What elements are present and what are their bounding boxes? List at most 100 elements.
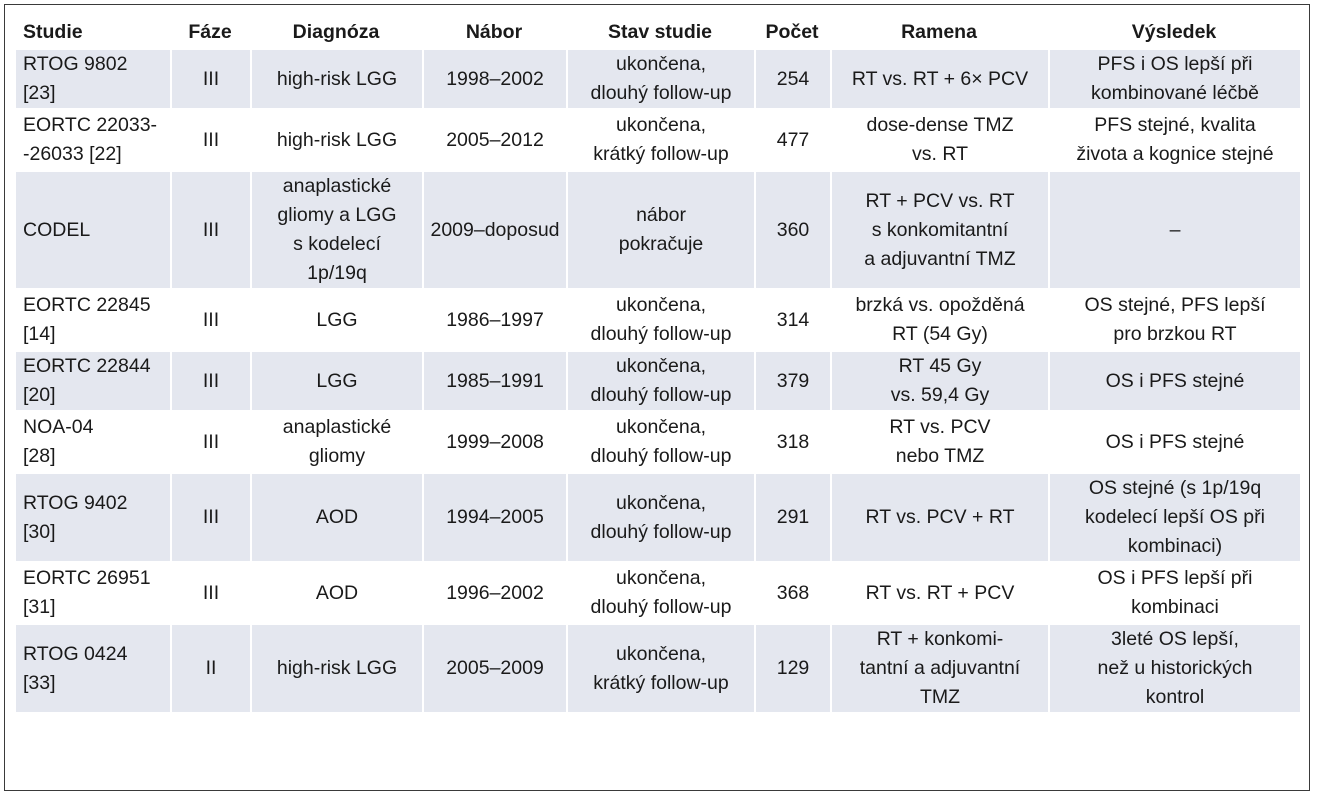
cell-studie-line: CODEL	[23, 218, 91, 241]
cell-ramena-line: TMZ	[919, 686, 961, 708]
cell-stav-line: dlouhý follow-up	[590, 82, 732, 104]
cell-nabor: 2009–doposud	[422, 172, 566, 288]
cell-vysledek-line: OS stejné (s 1p/19q	[1088, 477, 1262, 499]
cell-diagnoza-line: gliomy a LGG	[277, 204, 397, 226]
cell-studie-line: NOA-04	[23, 416, 94, 438]
cell-diagnoza-line: anaplastické	[282, 175, 392, 197]
cell-diagnoza-line: AOD	[315, 506, 359, 528]
cell-diagnoza: AOD	[250, 564, 422, 622]
cell-ramena-line: a adjuvantní TMZ	[864, 247, 1016, 270]
header-faze: Fáze	[170, 17, 250, 47]
cell-ramena-line: RT + PCV vs. RT	[865, 189, 1015, 212]
cell-vysledek-line: OS stejné, PFS lepší	[1084, 294, 1266, 316]
cell-ramena: brzká vs. opožděná RT (54 Gy)	[830, 291, 1048, 349]
cell-stav: ukončena, dlouhý follow-up	[566, 474, 754, 561]
cell-studie: RTOG 9402 [30]	[16, 474, 170, 561]
table-row: RTOG 9402 [30] III AOD 1994–2005 ukončena, dlo…	[16, 474, 1300, 561]
cell-stav-line: nábor	[636, 204, 686, 226]
cell-diagnoza: LGG	[250, 291, 422, 349]
header-studie: Studie	[16, 17, 170, 47]
cell-ramena: RT 45 Gy vs. 59,4 Gy	[830, 352, 1048, 410]
cell-vysledek: OS i PFS stejné	[1048, 413, 1300, 471]
cell-faze: III	[170, 111, 250, 169]
cell-stav-line: ukončena,	[616, 53, 706, 75]
cell-faze: III	[170, 413, 250, 471]
cell-ramena-line: RT vs. PCV + RT	[865, 506, 1015, 528]
cell-nabor: 1985–1991	[422, 352, 566, 410]
cell-diagnoza: anaplastické gliomy a LGG s kodelecí 1p/19q	[250, 172, 422, 288]
header-ramena: Ramena	[830, 17, 1048, 47]
cell-studie-line: [20]	[23, 384, 56, 406]
cell-ramena-line: RT vs. RT + PCV	[865, 581, 1015, 604]
cell-studie-line: [23]	[23, 82, 56, 104]
cell-diagnoza-line: high-risk LGG	[276, 657, 398, 679]
cell-studie-line: [31]	[23, 596, 56, 618]
table-row: EORTC 22033- -26033 [22] III high-risk LGG 2…	[16, 111, 1300, 169]
cell-stav-line: ukončena,	[616, 355, 706, 377]
cell-vysledek-line: 3leté OS lepší,	[1111, 628, 1239, 650]
cell-studie: EORTC 22845 [14]	[16, 291, 170, 349]
cell-diagnoza-line: LGG	[316, 308, 358, 331]
cell-stav-line: dlouhý follow-up	[590, 445, 732, 467]
cell-vysledek-line: než u historických	[1097, 657, 1253, 679]
cell-studie-line: RTOG 9402	[23, 491, 128, 514]
cell-stav: ukončena, dlouhý follow-up	[566, 352, 754, 410]
cell-vysledek: OS i PFS lepší při kombinaci	[1048, 564, 1300, 622]
cell-studie-line: [30]	[23, 520, 56, 543]
cell-vysledek: OS stejné (s 1p/19q kodelecí lepší OS při…	[1048, 474, 1300, 561]
cell-studie: RTOG 0424 [33]	[16, 625, 170, 712]
cell-pocet: 129	[754, 625, 830, 712]
cell-ramena-line: s konkomitantní	[871, 218, 1009, 241]
cell-studie-line: [28]	[23, 445, 56, 467]
cell-faze: III	[170, 474, 250, 561]
cell-stav: ukončena, krátký follow-up	[566, 625, 754, 712]
cell-diagnoza-line: s kodelecí	[293, 233, 381, 255]
cell-faze: III	[170, 50, 250, 108]
cell-stav-line: krátký follow-up	[593, 671, 729, 694]
cell-nabor: 1996–2002	[422, 564, 566, 622]
cell-studie-line: EORTC 22845	[23, 294, 151, 316]
cell-ramena-line: RT + konkomi-	[876, 628, 1004, 650]
cell-stav-line: dlouhý follow-up	[590, 384, 732, 406]
cell-stav: ukončena, dlouhý follow-up	[566, 291, 754, 349]
cell-ramena-line: RT vs. PCV	[889, 416, 991, 438]
cell-vysledek: OS stejné, PFS lepší pro brzkou RT	[1048, 291, 1300, 349]
cell-vysledek-line: OS i PFS stejné	[1105, 430, 1245, 453]
cell-ramena-line: nebo TMZ	[895, 445, 985, 467]
cell-vysledek: 3leté OS lepší, než u historických kontrol	[1048, 625, 1300, 712]
cell-ramena-line: vs. RT	[912, 143, 968, 165]
cell-stav-line: ukončena,	[616, 491, 706, 514]
cell-faze: III	[170, 172, 250, 288]
cell-stav-line: ukončena,	[616, 294, 706, 316]
table-body: RTOG 9802 [23] III high-risk LGG 1998–2002 uk…	[16, 50, 1300, 712]
cell-nabor: 2005–2009	[422, 625, 566, 712]
cell-ramena: RT + konkomi-tantní a adjuvantní TMZ	[830, 625, 1048, 712]
cell-studie: NOA-04 [28]	[16, 413, 170, 471]
cell-pocet: 314	[754, 291, 830, 349]
cell-diagnoza-line: AOD	[315, 581, 359, 604]
cell-studie: EORTC 22033- -26033 [22]	[16, 111, 170, 169]
cell-faze: III	[170, 291, 250, 349]
cell-pocet: 368	[754, 564, 830, 622]
cell-ramena: RT vs. PCV nebo TMZ	[830, 413, 1048, 471]
cell-diagnoza-line: LGG	[316, 369, 358, 392]
cell-ramena: RT vs. PCV + RT	[830, 474, 1048, 561]
cell-studie-line: RTOG 9802	[23, 53, 128, 75]
cell-vysledek-line: kombinaci	[1131, 596, 1219, 618]
cell-nabor: 1998–2002	[422, 50, 566, 108]
cell-stav: ukončena, dlouhý follow-up	[566, 50, 754, 108]
cell-studie-line: EORTC 22033-	[23, 114, 158, 136]
cell-stav-line: dlouhý follow-up	[590, 323, 732, 345]
cell-stav-line: krátký follow-up	[593, 143, 729, 165]
table-row: RTOG 0424 [33] II high-risk LGG 2005–2009 uko…	[16, 625, 1300, 712]
cell-ramena: RT + PCV vs. RT s konkomitantní a adjuvant…	[830, 172, 1048, 288]
table-row: EORTC 22844 [20] III LGG 1985–1991 ukončena, d…	[16, 352, 1300, 410]
cell-stav: ukončena, dlouhý follow-up	[566, 413, 754, 471]
cell-vysledek: OS i PFS stejné	[1048, 352, 1300, 410]
cell-diagnoza-line: 1p/19q	[307, 262, 367, 284]
cell-pocet: 477	[754, 111, 830, 169]
cell-pocet: 360	[754, 172, 830, 288]
clinical-trials-table: Studie Fáze Diagnóza Nábor Stav studie P…	[16, 14, 1300, 715]
cell-stav-line: ukončena,	[616, 567, 706, 589]
cell-studie-line: EORTC 26951	[23, 567, 151, 589]
